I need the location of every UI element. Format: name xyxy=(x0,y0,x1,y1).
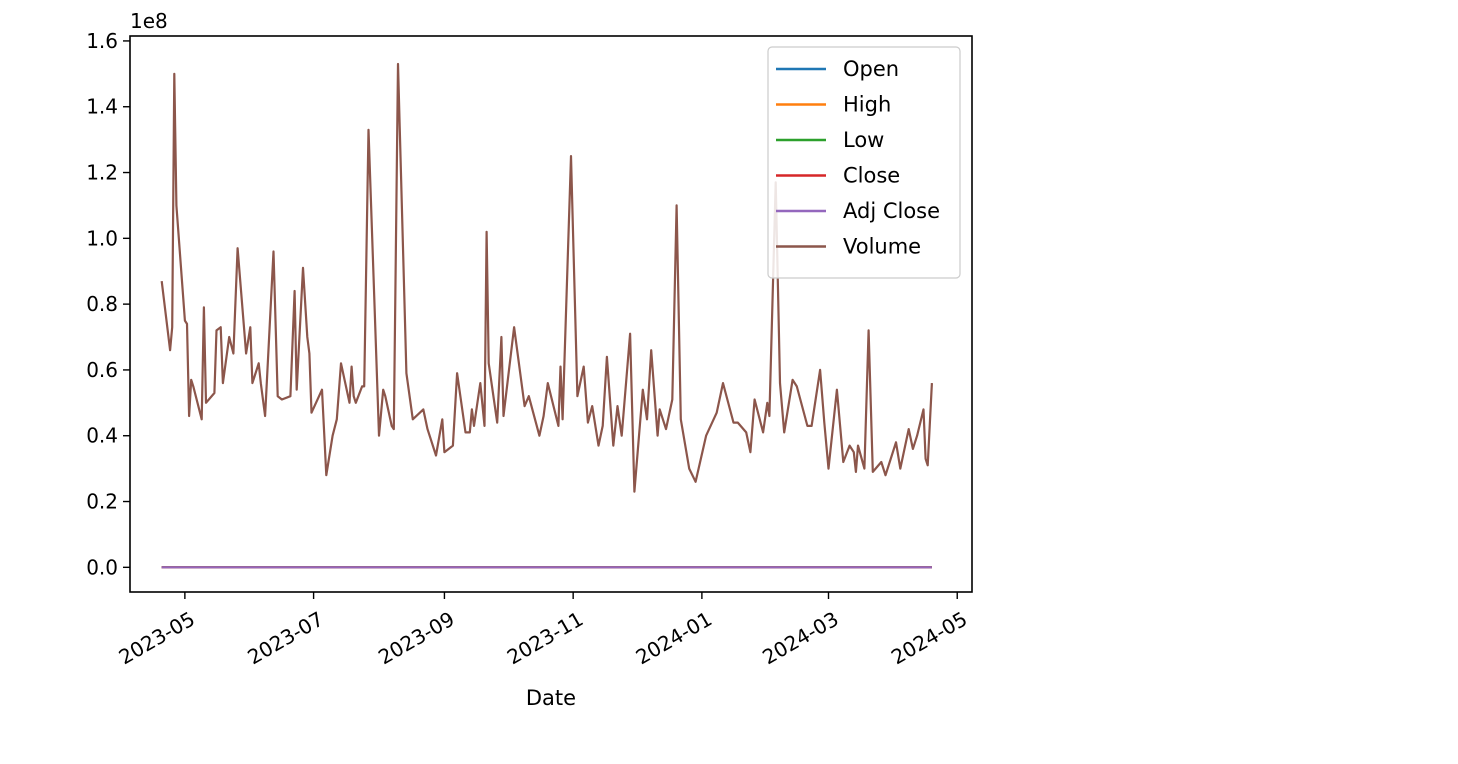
legend-label: Low xyxy=(843,128,884,152)
x-tick-label: 2024-05 xyxy=(887,607,971,670)
x-tick-label: 2023-07 xyxy=(243,607,327,670)
x-tick-label: 2023-09 xyxy=(374,607,458,670)
y-tick-label: 1.4 xyxy=(86,95,118,119)
plot-lines xyxy=(160,62,933,569)
legend-label: Volume xyxy=(843,235,921,259)
y-tick-label: 1.6 xyxy=(86,29,118,53)
y-tick-label: 0.0 xyxy=(86,555,118,579)
x-tick-label: 2024-01 xyxy=(632,607,716,670)
legend-label: High xyxy=(843,93,891,117)
x-tick-label: 2024-03 xyxy=(758,607,842,670)
legend-label: Close xyxy=(843,164,900,188)
x-axis-label: Date xyxy=(526,686,576,710)
y-tick-label: 0.2 xyxy=(86,490,118,514)
y-tick-label: 0.4 xyxy=(86,424,118,448)
legend-label: Open xyxy=(843,57,899,81)
axes-frame xyxy=(129,35,973,593)
legend: Open High Low Close Adj Close Volume xyxy=(767,46,961,279)
y-tick-label: 1.2 xyxy=(86,161,118,185)
y-tick-label: 0.6 xyxy=(86,358,118,382)
x-tick-label: 2023-11 xyxy=(503,607,587,670)
y-tick-label: 1.0 xyxy=(86,226,118,250)
y-axis-ticks: 0.0 0.2 0.4 0.6 0.8 1.0 1.2 1.4 1.6 xyxy=(86,29,130,579)
y-tick-label: 0.8 xyxy=(86,292,118,316)
legend-label: Adj Close xyxy=(843,199,940,223)
x-tick-label: 2023-05 xyxy=(115,607,199,670)
x-axis-ticks: 2023-05 2023-07 2023-09 2023-11 2024-01 2024-… xyxy=(115,592,971,670)
y-axis-multiplier: 1e8 xyxy=(130,9,168,33)
series-line-volume xyxy=(160,62,933,493)
